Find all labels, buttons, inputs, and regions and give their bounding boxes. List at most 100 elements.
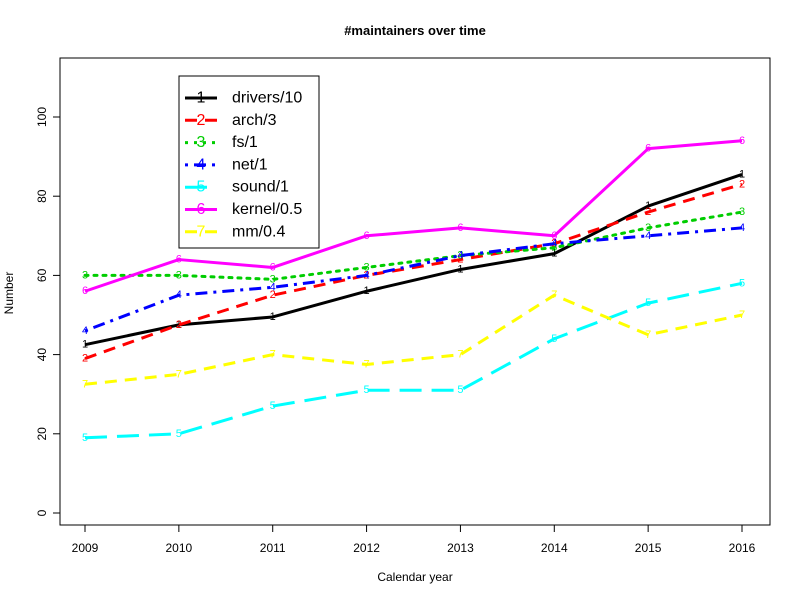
- x-tick-label: 2015: [635, 541, 662, 555]
- data-point-marker: 4: [176, 289, 182, 301]
- data-point-marker: 1: [739, 168, 745, 180]
- data-point-marker: 5: [82, 432, 88, 444]
- data-point-marker: 4: [82, 325, 88, 337]
- legend-item: 7 mm/0.4: [185, 223, 285, 240]
- data-point-marker: 4: [739, 222, 745, 234]
- legend-label: kernel/0.5: [232, 201, 302, 218]
- chart-title: #maintainers over time: [344, 23, 486, 38]
- series-net-1: 4 4 4 4 4 4 4 4: [82, 222, 745, 337]
- y-tick-label: 20: [35, 427, 49, 441]
- data-point-marker: 1: [176, 319, 182, 331]
- x-tick-label: 2016: [729, 541, 756, 555]
- y-axis: 0 20 40 60 80 100: [35, 107, 61, 516]
- data-point-marker: 2: [82, 353, 88, 365]
- data-point-marker: 6: [270, 261, 276, 273]
- x-axis: 2009 2010 2011 2012 2013 2014 2015 2016: [72, 524, 756, 555]
- data-point-marker: 6: [457, 222, 463, 234]
- data-point-marker: 7: [176, 368, 182, 380]
- legend-item: 6 kernel/0.5: [185, 201, 302, 218]
- series-line: [84, 139, 743, 293]
- data-point-marker: 2: [270, 289, 276, 301]
- data-point-marker: 7: [270, 349, 276, 361]
- x-tick-label: 2013: [447, 541, 474, 555]
- data-point-marker: 5: [364, 384, 370, 396]
- legend-marker: 2: [197, 112, 206, 129]
- y-tick-label: 80: [35, 189, 49, 203]
- data-point-marker: 5: [176, 428, 182, 440]
- legend-marker: 4: [197, 156, 206, 173]
- data-point-marker: 1: [82, 339, 88, 351]
- legend-item: 2 arch/3: [185, 112, 277, 129]
- data-point-marker: 7: [645, 329, 651, 341]
- data-point-marker: 3: [551, 242, 557, 254]
- plot-frame: [59, 57, 771, 526]
- data-point-marker: 7: [82, 378, 88, 390]
- data-point-marker: 1: [551, 248, 557, 260]
- series-mm-0-4: 7 7 7 7 7 7 7 7: [82, 289, 745, 390]
- data-point-marker: 4: [457, 250, 463, 262]
- data-point-marker: 4: [551, 238, 557, 250]
- data-point-marker: 7: [739, 309, 745, 321]
- legend-label: drivers/10: [232, 90, 302, 107]
- legend-item: 5 sound/1: [185, 179, 289, 196]
- data-point-marker: 3: [176, 269, 182, 281]
- data-point-marker: 3: [82, 269, 88, 281]
- legend-item: 1 drivers/10: [185, 90, 302, 107]
- data-point-marker: 3: [364, 261, 370, 273]
- legend-label: fs/1: [232, 134, 258, 151]
- legend-marker: 3: [197, 134, 206, 151]
- data-point-marker: 6: [364, 230, 370, 242]
- legend-marker: 1: [197, 90, 206, 107]
- legend-marker: 6: [197, 201, 206, 218]
- series-line: [84, 226, 743, 333]
- data-point-marker: 5: [739, 277, 745, 289]
- data-point-marker: 6: [82, 285, 88, 297]
- data-point-marker: 2: [176, 319, 182, 331]
- series-line: [84, 182, 743, 360]
- legend-item: 3 fs/1: [185, 134, 258, 151]
- legend-marker: 5: [197, 179, 206, 196]
- legend-marker: 7: [197, 223, 206, 240]
- data-point-marker: 7: [457, 349, 463, 361]
- legend-box: [178, 75, 320, 249]
- series-line: [84, 172, 743, 347]
- data-point-marker: 1: [270, 311, 276, 323]
- data-point-marker: 2: [739, 178, 745, 190]
- x-tick-label: 2014: [541, 541, 568, 555]
- data-point-marker: 5: [270, 400, 276, 412]
- series-sound-1: 5 5 5 5 5 5 5 5: [82, 277, 745, 443]
- data-point-marker: 1: [364, 285, 370, 297]
- legend-label: mm/0.4: [232, 223, 285, 240]
- data-point-marker: 6: [739, 135, 745, 147]
- y-tick-label: 0: [35, 509, 49, 516]
- data-point-marker: 5: [551, 333, 557, 345]
- series-line: [84, 293, 743, 386]
- legend-label: arch/3: [232, 112, 277, 129]
- data-point-marker: 7: [364, 359, 370, 371]
- x-axis-label: Calendar year: [377, 570, 452, 584]
- x-tick-label: 2012: [353, 541, 380, 555]
- series-line: [83, 210, 744, 281]
- series-kernel-0-5: 6 6 6 6 6 6 6 6: [82, 135, 745, 297]
- y-tick-label: 100: [35, 107, 49, 127]
- x-tick-label: 2009: [72, 541, 99, 555]
- data-point-marker: 3: [739, 206, 745, 218]
- data-point-marker: 4: [364, 269, 370, 281]
- data-point-marker: 7: [551, 289, 557, 301]
- data-point-marker: 6: [645, 143, 651, 155]
- y-axis-label: Number: [2, 272, 16, 315]
- data-point-marker: 6: [176, 254, 182, 266]
- data-point-marker: 6: [551, 230, 557, 242]
- data-point-marker: 2: [457, 254, 463, 266]
- data-point-marker: 2: [645, 206, 651, 218]
- legend: 1 drivers/10 2 arch/3 3 fs/1 4 net/1 5 sound/1 6 ke…: [178, 75, 320, 249]
- data-point-marker: 4: [645, 230, 651, 242]
- data-point-marker: 1: [457, 263, 463, 275]
- data-point-marker: 4: [270, 281, 276, 293]
- x-tick-label: 2011: [260, 541, 286, 555]
- data-point-marker: 5: [457, 384, 463, 396]
- data-point-marker: 3: [457, 250, 463, 262]
- y-tick-label: 60: [35, 268, 49, 282]
